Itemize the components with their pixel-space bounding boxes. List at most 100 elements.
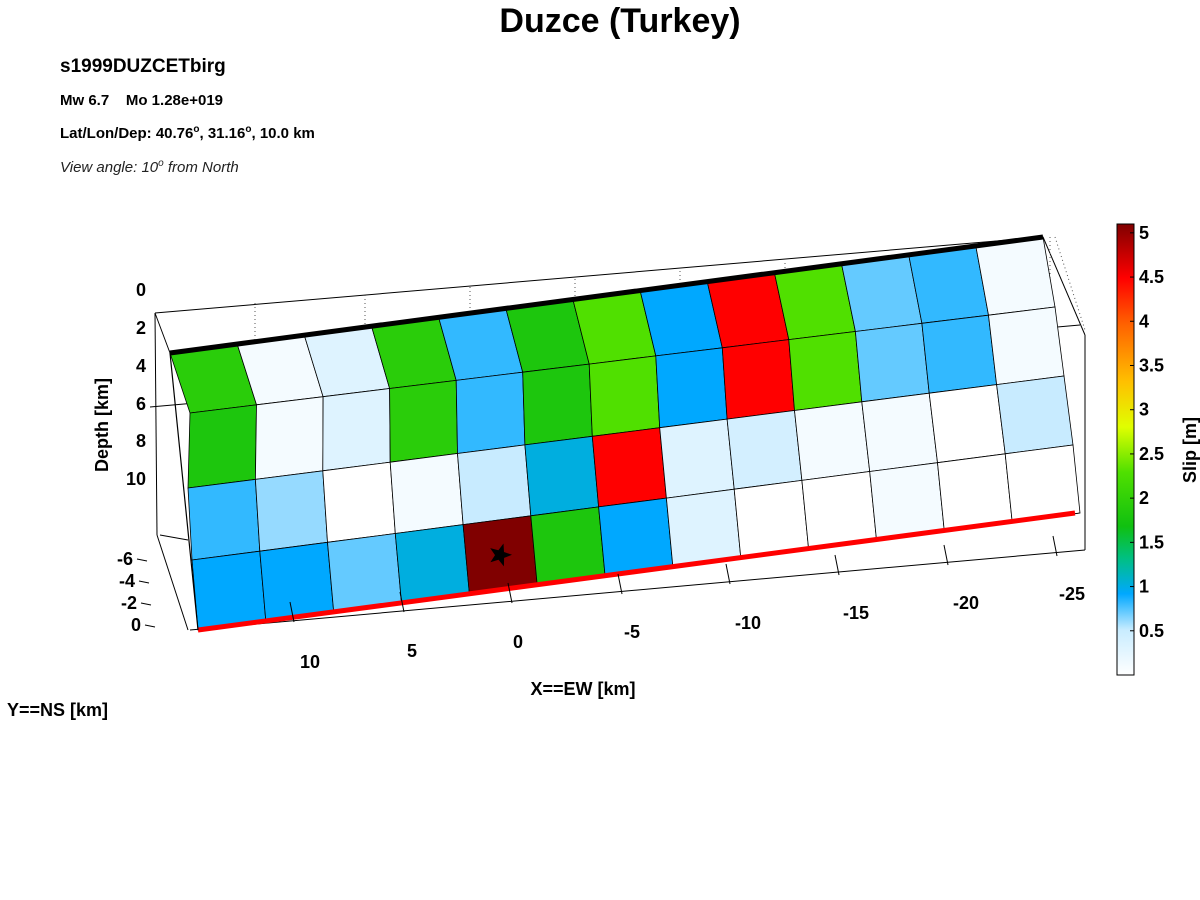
slip-cell <box>854 322 930 403</box>
x-tick-label: -10 <box>735 613 761 633</box>
slip-cell <box>254 470 328 552</box>
y-axis-label: Y==NS [km] <box>7 700 108 720</box>
slip-cell <box>928 384 1006 464</box>
slip-cell <box>389 379 458 463</box>
x-tick-label: -15 <box>843 603 869 623</box>
slip-cell <box>457 444 532 526</box>
colorbar-tick-label: 4 <box>1139 311 1149 331</box>
slip-cell <box>794 401 871 481</box>
view-suffix: from North <box>163 159 239 176</box>
colorbar: 0.5 1 1.5 2 2.5 3 3.5 4 4.5 5 Slip [m] <box>1116 223 1200 676</box>
box-top-left-edge <box>154 312 171 354</box>
colorbar-tick-label: 3 <box>1139 400 1149 420</box>
slip-cell <box>975 236 1056 316</box>
view-angle-line: View angle: 10o from North <box>60 158 239 176</box>
x-tick-mark <box>507 582 513 604</box>
figure-title: Duzce (Turkey) <box>499 2 741 40</box>
view-degree: o <box>158 158 164 169</box>
slip-cell <box>937 453 1013 532</box>
fault-left-edge <box>169 352 199 631</box>
slip-cell <box>721 339 795 420</box>
slip-cell <box>788 331 863 411</box>
slip-cell <box>726 410 803 490</box>
x-tick-mark <box>289 601 295 623</box>
z-tick-label: 0 <box>136 280 146 300</box>
colorbar-gradient <box>1116 223 1135 676</box>
slip-cell <box>655 347 728 429</box>
slip-cell <box>665 488 742 568</box>
slip-cell <box>1004 444 1081 523</box>
lat-degree: o <box>193 124 200 135</box>
slip-cell <box>869 462 945 541</box>
slip-cell <box>801 471 877 550</box>
slip-cell <box>530 506 606 586</box>
colorbar-label: Slip [m] <box>1180 417 1200 483</box>
x-tick-label: 5 <box>407 641 417 661</box>
slip-cell <box>322 388 391 472</box>
slip-cell <box>254 396 324 480</box>
slip-cell <box>733 479 810 559</box>
slip-cell <box>191 550 267 631</box>
colorbar-tick-label: 5 <box>1139 223 1149 243</box>
colorbar-tick-label: 1.5 <box>1139 532 1164 552</box>
hypocenter-star-icon <box>490 543 512 567</box>
lon-value: 31.16 <box>207 125 246 142</box>
box-back-diagonal <box>1054 236 1086 331</box>
box-bottom-front-edge <box>189 549 1086 631</box>
view-angle-value: 10 <box>141 159 159 176</box>
slip-cell <box>524 435 600 517</box>
model-id: s1999DUZCETbirg <box>60 56 226 77</box>
location-prefix: Lat/Lon/Dep: <box>60 125 156 142</box>
slip-cell <box>988 306 1065 386</box>
slip-cell <box>187 478 261 561</box>
slip-cell <box>841 254 923 332</box>
x-tick-label: 0 <box>513 632 523 652</box>
location-line: Lat/Lon/Dep: 40.76o, 31.16o, 10.0 km <box>60 124 315 142</box>
x-tick-mark <box>943 544 949 566</box>
mw-label: Mw 6.7 <box>60 92 110 109</box>
slip-cell <box>659 418 735 499</box>
slip-cell <box>591 427 667 508</box>
box-left-bottom-edge <box>156 534 189 631</box>
slip-cell <box>389 453 464 534</box>
box-left-back-edge <box>154 312 158 536</box>
x-tick-mark <box>1052 535 1058 557</box>
y-tick-label: -4 <box>119 571 135 591</box>
y-axis-line <box>159 534 189 541</box>
x-tick-mark <box>399 591 405 613</box>
slip-cell <box>455 371 526 454</box>
y-tick-mark <box>138 580 150 584</box>
box-top-back-edge <box>154 236 1044 314</box>
mo-label: Mo 1.28e+019 <box>125 92 224 109</box>
fault-edges <box>169 234 1076 633</box>
colorbar-tick-label: 2 <box>1139 488 1149 508</box>
z-tick-label: 4 <box>136 356 146 376</box>
z-tick-label: 8 <box>136 431 146 451</box>
slip-cell <box>996 375 1074 455</box>
x-tick-mark <box>834 554 840 576</box>
y-tick-mark <box>136 558 148 562</box>
slip-cell <box>187 404 257 489</box>
slip-cell <box>908 245 989 324</box>
slip-cell <box>259 541 335 622</box>
slip-cell <box>522 363 593 446</box>
z-tick-label: 2 <box>136 318 146 338</box>
y-tick-label: 0 <box>131 615 141 635</box>
slip-cell <box>322 461 396 543</box>
slip-cell <box>921 314 998 394</box>
colorbar-tick-label: 2.5 <box>1139 444 1164 464</box>
magnitude-line: Mw 6.7 Mo 1.28e+019 <box>60 92 223 109</box>
x-tick-label: 10 <box>300 652 320 672</box>
slip-cell <box>588 355 661 437</box>
x-tick-label: -5 <box>624 622 640 642</box>
slip-cell <box>861 392 938 472</box>
slip-cell <box>327 533 402 613</box>
colorbar-tick-label: 3.5 <box>1139 355 1164 375</box>
y-tick-mark <box>144 624 156 628</box>
colorbar-tick-label: 1 <box>1139 577 1149 597</box>
x-tick-label: -20 <box>953 593 979 613</box>
x-axis-label: X==EW [km] <box>530 679 635 699</box>
colorbar-tick-label: 0.5 <box>1139 621 1164 641</box>
surface-trace <box>197 510 1076 633</box>
